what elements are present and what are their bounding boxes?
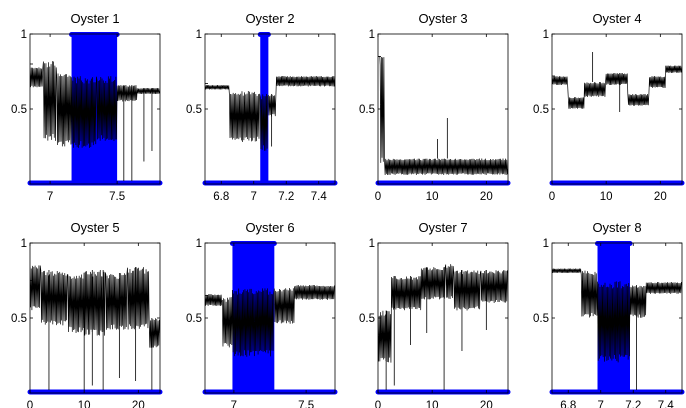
x-tick-label: 0 — [375, 191, 381, 203]
y-tick-label: 1 — [369, 29, 375, 41]
subplot-title: Oyster 2 — [245, 11, 294, 26]
y-tick-label: 0.5 — [186, 313, 202, 325]
x-tick-label: 7 — [47, 191, 53, 203]
x-tick-label: 10 — [426, 191, 439, 203]
subplot-5: Oyster 50.510 10 20 — [11, 220, 163, 408]
x-tick-label: 10 — [426, 400, 439, 408]
x-tick-label: 0 — [375, 400, 381, 408]
x-tick-label: 7.4 — [311, 191, 328, 203]
x-tick-label: 0 — [549, 191, 555, 203]
signal-trace — [378, 56, 508, 175]
subplot-7: Oyster 70.510 10 20 — [359, 220, 511, 408]
subplot-title: Oyster 6 — [245, 220, 294, 235]
y-tick-label: 1 — [196, 29, 202, 41]
signal-trace — [205, 284, 335, 357]
y-tick-label: 1 — [21, 238, 27, 250]
subplot-title: Oyster 4 — [592, 11, 641, 26]
x-tick-label: 20 — [480, 191, 493, 203]
y-tick-label: 1 — [369, 238, 375, 250]
subplot-title: Oyster 8 — [592, 220, 641, 235]
x-tick-label: 6.8 — [560, 400, 576, 408]
y-tick-label: 1 — [196, 238, 202, 250]
signal-trace — [30, 265, 160, 348]
x-tick-label: 10 — [600, 191, 613, 203]
subplot-title: Oyster 3 — [418, 11, 467, 26]
y-tick-label: 0.5 — [11, 313, 27, 325]
x-tick-label: 6.8 — [213, 191, 229, 203]
x-tick-label: 7 — [598, 400, 604, 408]
subplot-title: Oyster 1 — [70, 11, 119, 26]
x-tick-label: 7.5 — [298, 400, 314, 408]
x-tick-label: 7 — [231, 400, 237, 408]
plot-area — [552, 34, 682, 184]
x-tick-label: 7.5 — [109, 191, 125, 203]
plot-area — [378, 243, 508, 393]
subplot-4: Oyster 40.510 10 20 — [533, 11, 685, 203]
subplot-1: Oyster 1 0.5 1 7 7.5 — [11, 11, 163, 203]
subplot-6: Oyster 6 0.5 1 7 7.5 — [186, 220, 338, 408]
y-tick-label: 0.5 — [11, 104, 27, 116]
signal-trace — [552, 65, 682, 109]
y-tick-label: 0.5 — [359, 104, 375, 116]
x-tick-label: 7.4 — [658, 400, 675, 408]
subplot-title: Oyster 5 — [70, 220, 119, 235]
subplot-3: Oyster 30.510 10 20 — [359, 11, 511, 203]
x-tick-label: 20 — [480, 400, 493, 408]
signal-trace — [205, 75, 335, 151]
subplot-title: Oyster 7 — [418, 220, 467, 235]
x-tick-label: 7 — [251, 191, 257, 203]
y-tick-label: 0.5 — [186, 104, 202, 116]
y-tick-label: 0.5 — [533, 104, 549, 116]
y-tick-label: 1 — [21, 29, 27, 41]
x-tick-label: 7.2 — [625, 400, 641, 408]
x-tick-label: 20 — [654, 191, 667, 203]
y-tick-label: 0.5 — [533, 313, 549, 325]
x-tick-label: 20 — [132, 400, 145, 408]
x-tick-label: 0 — [27, 400, 33, 408]
subplot-8: Oyster 8 0.5 1 6.8 7 7.2 7.4 — [533, 220, 685, 408]
y-tick-label: 1 — [543, 29, 549, 41]
subplot-2: Oyster 2 0.5 1 6.8 7 7.2 7.4 — [186, 11, 338, 203]
y-tick-label: 0.5 — [359, 313, 375, 325]
x-tick-label: 10 — [78, 400, 91, 408]
signal-trace — [552, 268, 682, 363]
x-tick-label: 7.2 — [278, 191, 294, 203]
signal-trace — [30, 61, 160, 148]
y-tick-label: 1 — [543, 238, 549, 250]
